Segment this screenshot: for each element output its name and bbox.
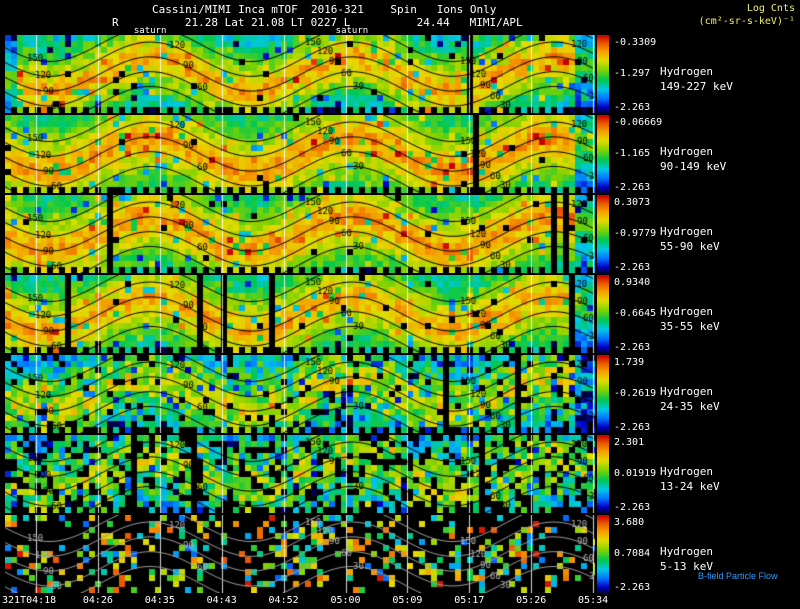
spectrogram-panel: 0.9340 -0.6645 -2.263 Hydrogen 35-55 keV — [5, 275, 795, 353]
spectrogram-panel: -0.06669 -1.165 -2.263 Hydrogen 90-149 k… — [5, 115, 795, 193]
panel-species-label: Hydrogen — [660, 305, 713, 318]
colorbar-min-value: -2.263 — [614, 342, 651, 353]
spectrogram-heatmap-canvas — [5, 195, 595, 273]
time-tick-label: 04:52 — [268, 595, 299, 606]
colorbar-max-value: -0.06669 — [614, 117, 663, 128]
panel-species-label: Hydrogen — [660, 385, 713, 398]
colorbar-min-value: -2.263 — [614, 182, 651, 193]
colorbar-min-value: -2.263 — [614, 422, 651, 433]
bfield-flow-label: B-field Particle Flow — [698, 571, 778, 581]
colorbar-min-value: -2.263 — [614, 502, 651, 513]
colorbar-gradient — [597, 35, 609, 113]
spectrogram-heatmap-canvas — [5, 35, 595, 113]
time-tick-label: 04:35 — [144, 595, 175, 606]
panel-species-label: Hydrogen — [660, 145, 713, 158]
colorbar-min-value: -2.263 — [614, 262, 651, 273]
colorbar-max-value: 3.680 — [614, 517, 645, 528]
colorbar-min-value: -2.263 — [614, 582, 651, 593]
panel-species-label: Hydrogen — [660, 465, 713, 478]
panel-species-label: Hydrogen — [660, 225, 713, 238]
colorbar-mid-value: 0.01919 — [614, 468, 657, 479]
panel-energy-label: 55-90 keV — [660, 240, 720, 253]
colorbar-gradient — [597, 275, 609, 353]
spectrogram-panel: 3.680 0.7084 -2.263 Hydrogen 5-13 keV — [5, 515, 795, 593]
colorbar-mid-value: -1.297 — [614, 68, 651, 79]
spectrogram-panel: 0.3073 -0.9779 -2.263 Hydrogen 55-90 keV — [5, 195, 795, 273]
colorbar-legend: Log Cnts (cm²-sr-s-keV)⁻¹ — [699, 2, 795, 28]
colorbar-legend-units: (cm²-sr-s-keV)⁻¹ — [698, 16, 795, 27]
saturn-marker-label: saturn — [133, 26, 167, 36]
time-tick-label: 05:26 — [516, 595, 547, 606]
spectrogram-heatmap-canvas — [5, 355, 595, 433]
colorbar-max-value: 0.9340 — [614, 277, 651, 288]
spectrogram-heatmap-canvas — [5, 435, 595, 513]
spectrogram-heatmap-canvas — [5, 515, 595, 593]
time-tick-label: 321T04:18 — [2, 595, 57, 606]
spectrogram-heatmap-canvas — [5, 275, 595, 353]
spectrogram-heatmap-canvas — [5, 115, 595, 193]
colorbar-mid-value: -0.9779 — [614, 228, 657, 239]
colorbar-mid-value: -1.165 — [614, 148, 651, 159]
time-tick-label: 04:43 — [206, 595, 237, 606]
time-tick-label: 05:34 — [578, 595, 609, 606]
colorbar-min-value: -2.263 — [614, 102, 651, 113]
colorbar-max-value: 0.3073 — [614, 197, 651, 208]
colorbar-max-value: 1.739 — [614, 357, 645, 368]
colorbar-max-value: 2.301 — [614, 437, 645, 448]
panel-energy-label: 90-149 keV — [660, 160, 727, 173]
colorbar-gradient — [597, 195, 609, 273]
plot-title: Cassini/MIMI Inca mTOF 2016-321 Spin Ion… — [152, 3, 497, 16]
panel-energy-label: 149-227 keV — [660, 80, 733, 93]
spectrogram-panel: 2.301 0.01919 -2.263 Hydrogen 13-24 keV — [5, 435, 795, 513]
panel-species-label: Hydrogen — [660, 545, 713, 558]
time-tick-label: 05:17 — [454, 595, 485, 606]
saturn-marker-label: saturn — [335, 26, 369, 36]
colorbar-gradient — [597, 355, 609, 433]
time-axis: 321T04:18 04:26 04:35 04:43 04:52 05:00 05:09 0… — [0, 595, 800, 609]
colorbar-mid-value: -0.6645 — [614, 308, 657, 319]
colorbar-legend-title: Log Cnts — [746, 3, 795, 14]
time-tick-label: 04:26 — [82, 595, 113, 606]
spectrogram-panel: 1.739 -0.2619 -2.263 Hydrogen 24-35 keV — [5, 355, 795, 433]
panel-energy-label: 13-24 keV — [660, 480, 720, 493]
colorbar-mid-value: 0.7084 — [614, 548, 651, 559]
colorbar-max-value: -0.3309 — [614, 37, 657, 48]
panel-energy-label: 5-13 keV — [660, 560, 713, 573]
colorbar-gradient — [597, 515, 609, 593]
panel-species-label: Hydrogen — [660, 65, 713, 78]
colorbar-gradient — [597, 115, 609, 193]
time-tick-label: 05:00 — [330, 595, 361, 606]
panel-energy-label: 24-35 keV — [660, 400, 720, 413]
panel-energy-label: 35-55 keV — [660, 320, 720, 333]
spectrogram-panel: -0.3309 -1.297 -2.263 Hydrogen 149-227 k… — [5, 35, 795, 113]
time-tick-label: 05:09 — [392, 595, 423, 606]
colorbar-mid-value: -0.2619 — [614, 388, 657, 399]
plot-subtitle-ephemeris: R 21.28 Lat 21.08 LT 0227 L 24.44 MIMI/A… — [112, 16, 523, 29]
colorbar-gradient — [597, 435, 609, 513]
